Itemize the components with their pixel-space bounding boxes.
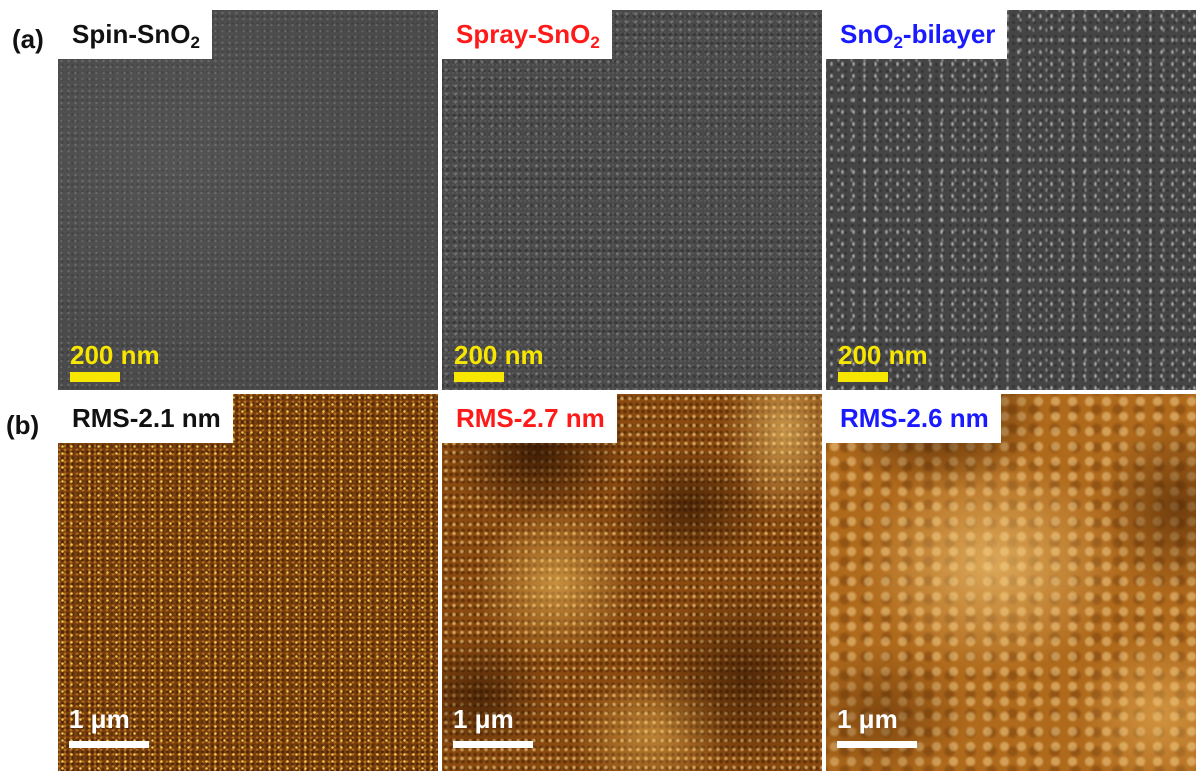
- afm-scale-bar-spray: [453, 741, 533, 748]
- sem-image-spin: Spin-SnO2 200 nm: [58, 10, 438, 390]
- sem-image-spray: Spray-SnO2 200 nm: [442, 10, 822, 390]
- sem-scale-text-bilayer: 200 nm: [838, 340, 928, 370]
- afm-scale-text-spin: 1 μm: [69, 704, 130, 734]
- afm-scale-bar-spin: [69, 741, 149, 748]
- sem-scale-text-spin: 200 nm: [70, 340, 160, 370]
- row-label-a: (a): [12, 24, 44, 54]
- sem-label-bilayer-suffix: -bilayer: [902, 19, 996, 49]
- sem-label-bilayer-main: SnO: [840, 19, 894, 49]
- afm-label-bilayer: RMS-2.6 nm: [826, 394, 1001, 443]
- sem-image-bilayer: SnO2-bilayer 200 nm: [826, 10, 1196, 390]
- sem-label-spin-sub: 2: [190, 33, 200, 52]
- sem-scale-bar-spray: [454, 372, 504, 382]
- sem-label-bilayer-sub: 2: [893, 33, 903, 52]
- sem-label-spray: Spray-SnO2: [442, 10, 612, 59]
- sem-label-spray-main: Spray-SnO: [456, 19, 591, 49]
- afm-image-bilayer: RMS-2.6 nm 1 μm: [826, 394, 1196, 771]
- afm-image-spray: RMS-2.7 nm 1 μm: [442, 394, 822, 771]
- afm-image-spin: RMS-2.1 nm 1 μm: [58, 394, 438, 771]
- afm-scale-bar-bilayer: [837, 741, 917, 748]
- afm-label-spray: RMS-2.7 nm: [442, 394, 617, 443]
- afm-scale-text-spray: 1 μm: [453, 704, 514, 734]
- row-label-b: (b): [6, 410, 40, 440]
- sem-scale-bar-spin: [70, 372, 120, 382]
- sem-label-spin: Spin-SnO2: [58, 10, 212, 59]
- afm-scale-text-bilayer: 1 μm: [837, 704, 898, 734]
- sem-scale-bar-bilayer: [838, 372, 888, 382]
- sem-scale-text-spray: 200 nm: [454, 340, 544, 370]
- sem-label-bilayer: SnO2-bilayer: [826, 10, 1008, 59]
- sem-label-spin-main: Spin-SnO: [72, 19, 191, 49]
- sem-label-spray-sub: 2: [590, 33, 600, 52]
- afm-label-spin: RMS-2.1 nm: [58, 394, 233, 443]
